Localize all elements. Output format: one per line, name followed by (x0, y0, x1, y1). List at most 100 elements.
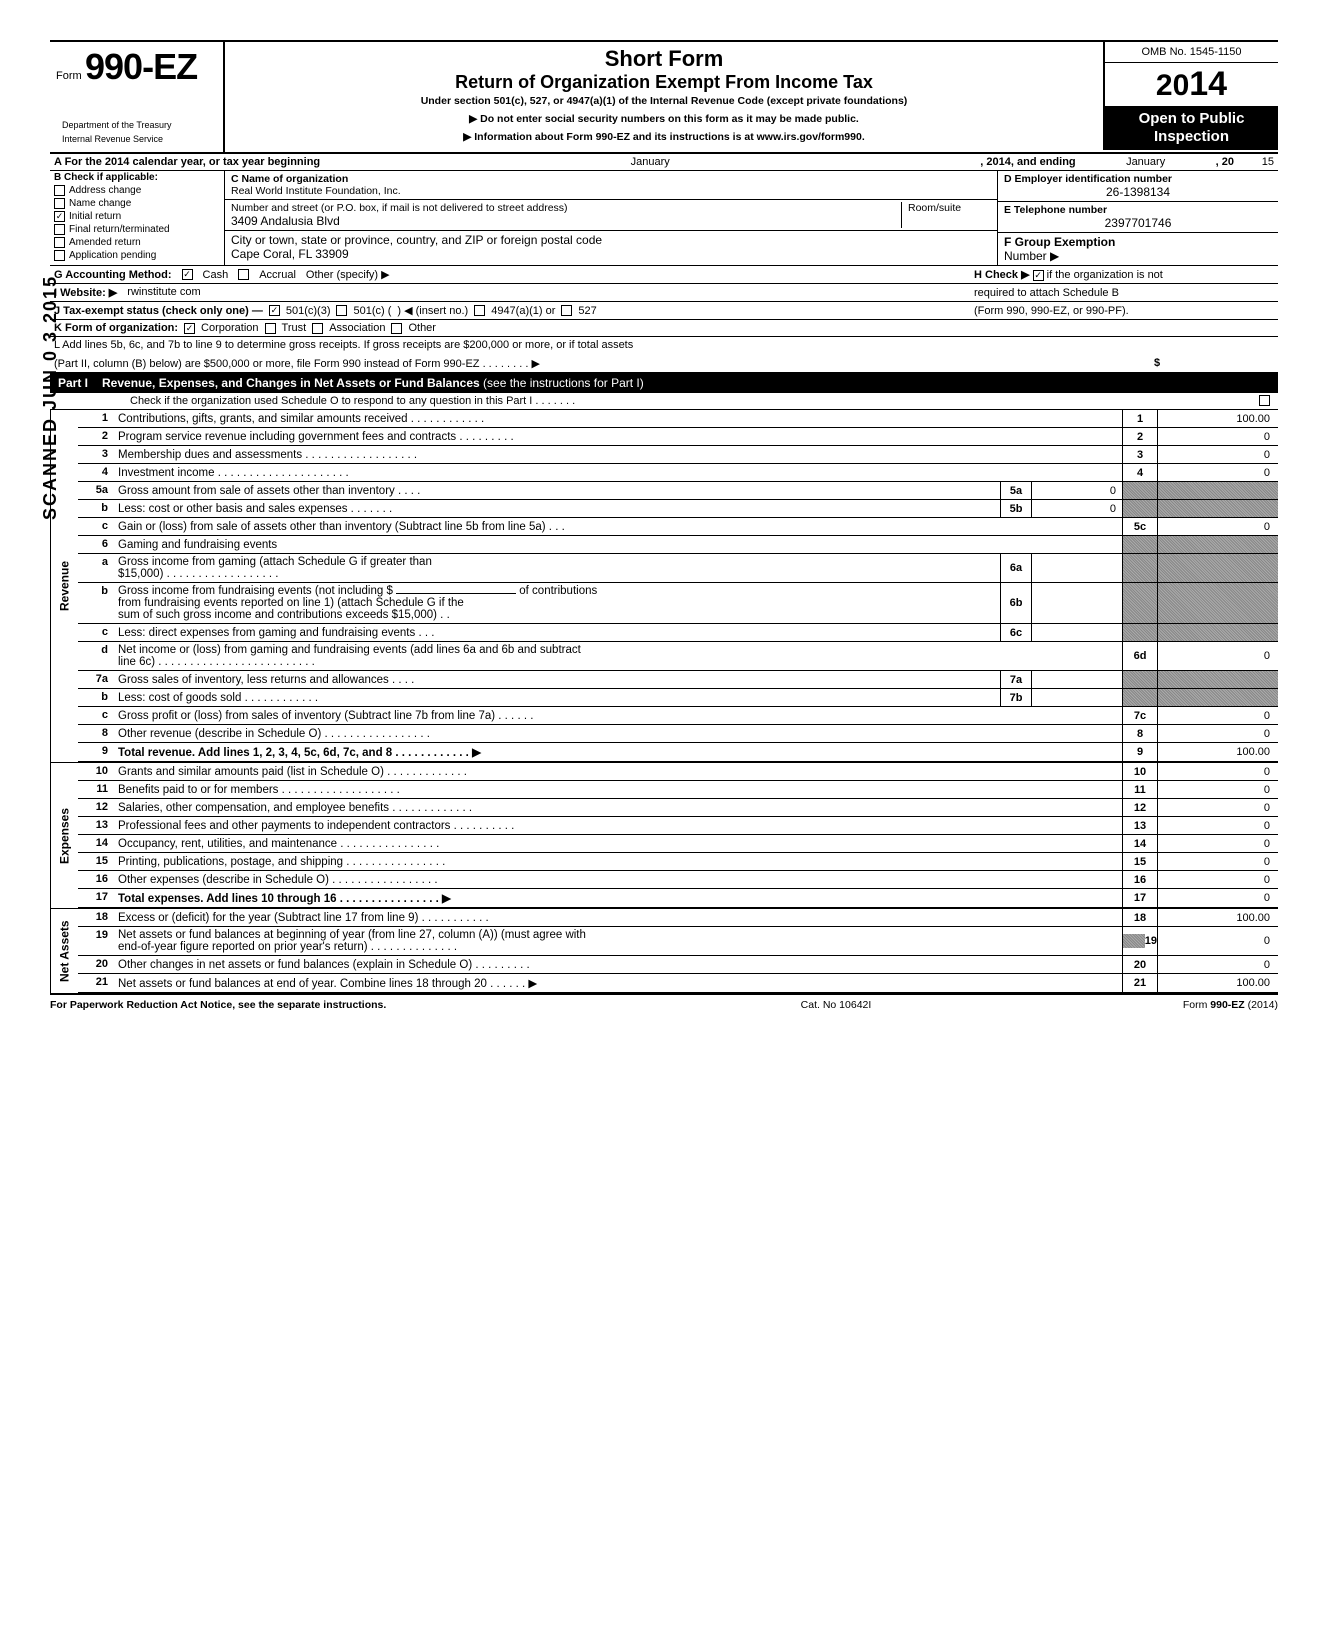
cb-h[interactable]: ✓ (1033, 270, 1044, 281)
d-ein-label: D Employer identification number (1004, 173, 1172, 185)
expenses-section: Expenses 10 Grants and similar amounts p… (50, 762, 1278, 908)
k-corp: Corporation (201, 322, 258, 334)
line-row: 12 Salaries, other compensation, and emp… (78, 799, 1278, 817)
part1-header: Part I Revenue, Expenses, and Changes in… (50, 373, 1278, 393)
right-shade-val (1158, 671, 1278, 688)
mini-line-value (1032, 554, 1122, 582)
line-desc: Net assets or fund balances at beginning… (114, 927, 1122, 955)
c-name-label: C Name of organization (231, 173, 348, 185)
line-desc: Less: cost of goods sold . . . . . . . .… (114, 689, 1000, 706)
checkbox-label: Address change (69, 185, 141, 196)
line-desc: Total expenses. Add lines 10 through 16 … (114, 889, 1122, 907)
c-street-value: 3409 Andalusia Blvd (231, 214, 340, 228)
footer-right: Form 990-EZ (2014) (1098, 999, 1278, 1011)
cb-corp[interactable]: ✓ (184, 323, 195, 334)
col-c: C Name of organization Real World Instit… (225, 171, 998, 265)
right-line-number: 11 (1122, 781, 1158, 798)
line-desc: Less: direct expenses from gaming and fu… (114, 624, 1000, 641)
cb-cash[interactable]: ✓ (182, 269, 193, 280)
right-line-number: 2 (1122, 428, 1158, 445)
line-desc: Less: cost or other basis and sales expe… (114, 500, 1000, 517)
line-row: 10 Grants and similar amounts paid (list… (78, 763, 1278, 781)
checkbox-row: ✓Initial return (50, 210, 224, 223)
d-ein-value: 26-1398134 (1004, 185, 1272, 199)
checkbox[interactable] (54, 224, 65, 235)
form-prefix: Form (56, 70, 82, 82)
line-number: c (78, 624, 114, 641)
checkbox[interactable] (54, 185, 65, 196)
right-shade (1122, 624, 1158, 641)
line-number: 3 (78, 446, 114, 463)
line-number: c (78, 518, 114, 535)
line-number: 16 (78, 871, 114, 888)
d-phone: E Telephone number 2397701746 (998, 202, 1278, 233)
revenue-label: Revenue (50, 410, 78, 762)
right-line-value: 100.00 (1158, 743, 1278, 761)
checkbox-row: Address change (50, 184, 224, 197)
right-shade-val (1158, 624, 1278, 641)
form-subtitle: Return of Organization Exempt From Incom… (235, 72, 1093, 93)
line-desc: Benefits paid to or for members . . . . … (114, 781, 1122, 798)
c-city: City or town, state or province, country… (225, 231, 997, 263)
right-shade-val (1158, 536, 1278, 553)
right-line-value: 100.00 (1158, 410, 1278, 427)
line-row: 14 Occupancy, rent, utilities, and maint… (78, 835, 1278, 853)
cb-527[interactable] (561, 305, 572, 316)
mini-line-number: 5b (1000, 500, 1032, 517)
right-shade (1122, 500, 1158, 517)
right-line-number: 9 (1122, 743, 1158, 761)
col-d: D Employer identification number 26-1398… (998, 171, 1278, 265)
cb-other[interactable] (391, 323, 402, 334)
expenses-label: Expenses (50, 763, 78, 908)
checkbox[interactable] (54, 237, 65, 248)
mini-line-value (1032, 671, 1122, 688)
line-j-label: J Tax-exempt status (check only one) — (54, 305, 263, 317)
right-line-number: 17 (1122, 889, 1158, 907)
line-number: 12 (78, 799, 114, 816)
line-i-label: I Website: ▶ (54, 286, 117, 299)
line-desc: Salaries, other compensation, and employ… (114, 799, 1122, 816)
line-desc: Excess or (deficit) for the year (Subtra… (114, 909, 1122, 926)
right-shade (1122, 482, 1158, 499)
checkbox[interactable] (54, 250, 65, 261)
j-o4: 527 (578, 305, 596, 317)
line-number: 17 (78, 889, 114, 907)
cb-accrual[interactable] (238, 269, 249, 280)
netassets-label: Net Assets (50, 909, 78, 993)
line-number: 13 (78, 817, 114, 834)
cb-trust[interactable] (265, 323, 276, 334)
checkbox-row: Amended return (50, 236, 224, 249)
cb-assoc[interactable] (312, 323, 323, 334)
cb-4947[interactable] (474, 305, 485, 316)
line-desc: Gross profit or (loss) from sales of inv… (114, 707, 1122, 724)
checkbox[interactable]: ✓ (54, 211, 65, 222)
dept-treasury: Department of the Treasury (56, 118, 217, 132)
right-line-value: 0 (1158, 642, 1278, 670)
right-shade-val (1158, 500, 1278, 517)
right-shade (1122, 689, 1158, 706)
d-ein: D Employer identification number 26-1398… (998, 171, 1278, 202)
form-page: SCANNED JUN 0 3 2015 Form 990-EZ Departm… (50, 40, 1278, 1011)
cb-501c[interactable] (336, 305, 347, 316)
line-number: c (78, 707, 114, 724)
j-o3: 4947(a)(1) or (491, 305, 555, 317)
line-number: 21 (78, 974, 114, 992)
line-row: d Net income or (loss) from gaming and f… (78, 642, 1278, 671)
d-group: F Group Exemption Number ▶ (998, 233, 1278, 265)
right-shade (1122, 583, 1158, 623)
cb-501c3[interactable]: ✓ (269, 305, 280, 316)
c-city-label: City or town, state or province, country… (231, 233, 602, 247)
line-desc: Program service revenue including govern… (114, 428, 1122, 445)
right-line-number: 18 (1122, 909, 1158, 926)
cb-schedule-o[interactable] (1259, 395, 1270, 406)
c-name-value: Real World Institute Foundation, Inc. (231, 185, 401, 197)
checkbox[interactable] (54, 198, 65, 209)
right-line-value: 0 (1158, 725, 1278, 742)
mini-line-number: 6a (1000, 554, 1032, 582)
line-number: 6 (78, 536, 114, 553)
d-phone-label: E Telephone number (1004, 204, 1107, 216)
line-desc: Grants and similar amounts paid (list in… (114, 763, 1122, 780)
h-text2: if the organization is not (1047, 269, 1163, 281)
line-l: L Add lines 5b, 6c, and 7b to line 9 to … (50, 337, 1278, 373)
j-o1: 501(c)(3) (286, 305, 331, 317)
